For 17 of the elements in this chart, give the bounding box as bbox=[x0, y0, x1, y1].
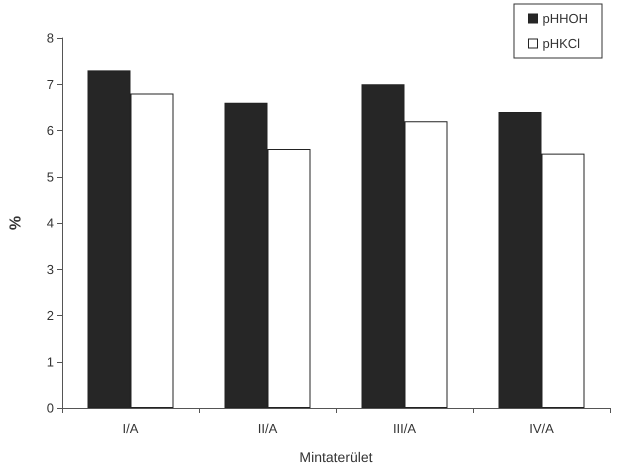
y-tick-label: 2 bbox=[46, 308, 54, 323]
y-tick-label: 5 bbox=[46, 169, 54, 184]
y-tick-label: 4 bbox=[46, 216, 54, 230]
x-axis-title: Mintaterület bbox=[299, 449, 373, 465]
y-axis-title: % bbox=[8, 216, 24, 230]
y-tick-label: 1 bbox=[46, 354, 54, 370]
x-tick-label: I/A bbox=[122, 421, 139, 436]
y-tick-label: 8 bbox=[46, 30, 54, 46]
x-tick-label: IV/A bbox=[529, 421, 554, 436]
y-tick-label: 3 bbox=[46, 262, 54, 277]
x-tick-label: II/A bbox=[258, 421, 278, 436]
legend-label: pHKCl bbox=[542, 36, 580, 51]
legend-label: pHHOH bbox=[542, 11, 588, 26]
y-tick-label: 7 bbox=[46, 76, 54, 92]
y-tick-label: 6 bbox=[46, 123, 54, 138]
x-tick-label: III/A bbox=[392, 421, 416, 436]
y-tick-label: 0 bbox=[46, 400, 54, 416]
